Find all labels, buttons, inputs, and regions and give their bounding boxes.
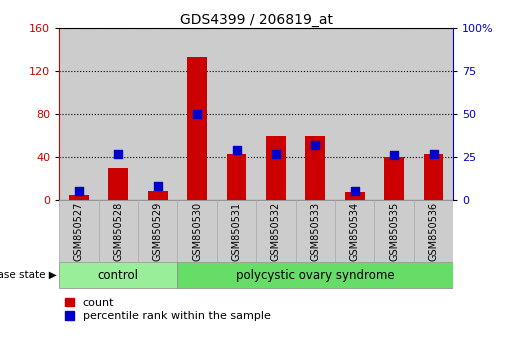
Text: GSM850534: GSM850534 [350, 201, 359, 261]
Point [390, 153, 398, 158]
Bar [256, 28, 296, 200]
Bar [98, 28, 138, 200]
Title: GDS4399 / 206819_at: GDS4399 / 206819_at [180, 13, 333, 27]
Text: control: control [98, 269, 139, 282]
Text: GSM850536: GSM850536 [428, 201, 438, 261]
Point [114, 151, 123, 156]
Bar [217, 28, 256, 200]
Point [232, 147, 241, 153]
Bar [414, 28, 453, 200]
FancyBboxPatch shape [138, 200, 177, 262]
FancyBboxPatch shape [256, 200, 296, 262]
FancyBboxPatch shape [59, 263, 177, 288]
Text: disease state ▶: disease state ▶ [0, 270, 57, 280]
Point [272, 151, 280, 156]
Bar [148, 192, 167, 200]
Point [351, 189, 359, 194]
Text: GSM850529: GSM850529 [153, 201, 163, 261]
FancyBboxPatch shape [374, 200, 414, 262]
Text: GSM850531: GSM850531 [232, 201, 242, 261]
Text: GSM850535: GSM850535 [389, 201, 399, 261]
Point [193, 111, 201, 117]
FancyBboxPatch shape [99, 200, 138, 262]
FancyBboxPatch shape [414, 200, 453, 262]
Bar [109, 168, 128, 200]
Bar [296, 28, 335, 200]
Text: GSM850527: GSM850527 [74, 201, 84, 261]
Bar [384, 157, 404, 200]
Legend: count, percentile rank within the sample: count, percentile rank within the sample [65, 298, 270, 321]
Point [430, 151, 438, 156]
Text: GSM850528: GSM850528 [113, 201, 123, 261]
Text: polycystic ovary syndrome: polycystic ovary syndrome [236, 269, 394, 282]
Bar [424, 154, 443, 200]
Bar [177, 28, 217, 200]
Bar [59, 28, 98, 200]
Text: GSM850533: GSM850533 [311, 201, 320, 261]
FancyBboxPatch shape [217, 200, 256, 262]
Bar [305, 136, 325, 200]
FancyBboxPatch shape [177, 263, 453, 288]
Bar [335, 28, 374, 200]
Text: GSM850532: GSM850532 [271, 201, 281, 261]
Point [153, 183, 162, 189]
Bar [345, 193, 365, 200]
Bar [374, 28, 414, 200]
Bar [138, 28, 177, 200]
FancyBboxPatch shape [59, 200, 99, 262]
FancyBboxPatch shape [177, 200, 217, 262]
Bar [187, 57, 207, 200]
Point [311, 142, 319, 148]
FancyBboxPatch shape [335, 200, 374, 262]
Bar [266, 136, 286, 200]
Bar [227, 154, 246, 200]
FancyBboxPatch shape [296, 200, 335, 262]
Point [75, 189, 83, 194]
Text: GSM850530: GSM850530 [192, 201, 202, 261]
Bar [69, 195, 89, 200]
